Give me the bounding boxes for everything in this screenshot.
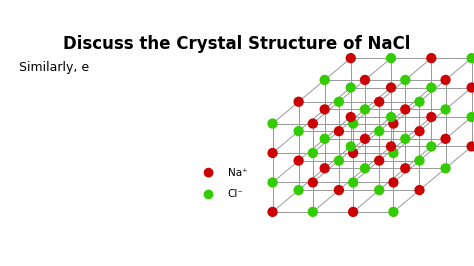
Point — [390, 180, 397, 185]
Point — [335, 159, 343, 163]
Point — [428, 56, 435, 60]
Point — [347, 85, 355, 90]
Point — [468, 56, 474, 60]
Point — [295, 129, 302, 133]
Point — [269, 151, 276, 155]
Point — [468, 85, 474, 90]
Point — [349, 151, 357, 155]
Point — [442, 78, 449, 82]
Point — [387, 115, 395, 119]
Point — [401, 107, 409, 111]
Point — [361, 78, 369, 82]
Point — [428, 85, 435, 90]
Point — [416, 129, 423, 133]
Point — [387, 56, 395, 60]
Point — [361, 166, 369, 171]
Point — [347, 115, 355, 119]
Point — [295, 100, 302, 104]
Point — [468, 144, 474, 149]
Point — [347, 144, 355, 149]
Text: Similarly, e: Similarly, e — [19, 61, 89, 74]
Point — [205, 171, 212, 175]
Point — [321, 166, 328, 171]
Point — [361, 107, 369, 111]
Point — [375, 129, 383, 133]
Text: Na⁺: Na⁺ — [228, 168, 247, 178]
Point — [387, 144, 395, 149]
Point — [416, 188, 423, 192]
Point — [349, 180, 357, 185]
Point — [416, 159, 423, 163]
Point — [375, 100, 383, 104]
Text: Now you can get new v: Now you can get new v — [355, 248, 469, 259]
Point — [269, 210, 276, 214]
Point — [375, 188, 383, 192]
Point — [361, 137, 369, 141]
Point — [309, 121, 317, 126]
Text: Cl⁻: Cl⁻ — [228, 189, 243, 200]
Point — [390, 151, 397, 155]
Point — [442, 166, 449, 171]
Point — [401, 78, 409, 82]
Point — [309, 151, 317, 155]
Point — [321, 107, 328, 111]
Point — [309, 210, 317, 214]
Point — [428, 144, 435, 149]
Point — [390, 121, 397, 126]
Point — [401, 137, 409, 141]
Point — [428, 115, 435, 119]
Point — [390, 210, 397, 214]
Point — [468, 115, 474, 119]
Point — [269, 121, 276, 126]
Point — [401, 166, 409, 171]
Point — [387, 85, 395, 90]
Point — [321, 78, 328, 82]
Point — [295, 188, 302, 192]
Point — [295, 159, 302, 163]
Point — [205, 192, 212, 197]
Point — [442, 137, 449, 141]
Point — [335, 129, 343, 133]
Point — [335, 188, 343, 192]
Point — [335, 100, 343, 104]
Point — [416, 100, 423, 104]
Text: Discuss the Crystal Structure of NaCl: Discuss the Crystal Structure of NaCl — [64, 35, 410, 53]
Point — [269, 180, 276, 185]
Point — [321, 137, 328, 141]
Point — [309, 180, 317, 185]
Point — [349, 210, 357, 214]
Point — [347, 56, 355, 60]
Point — [442, 107, 449, 111]
Point — [349, 121, 357, 126]
Point — [375, 159, 383, 163]
